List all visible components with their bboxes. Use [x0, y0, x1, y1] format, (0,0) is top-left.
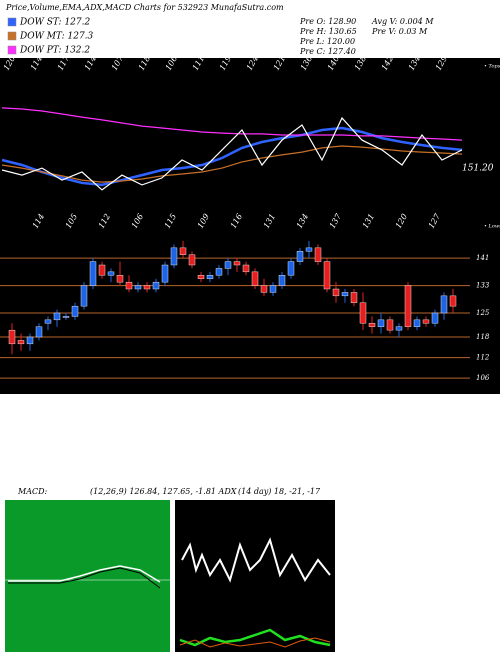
annotation: 151.20	[462, 164, 494, 174]
info: Avg V: 0.004 M	[371, 17, 434, 26]
legend-label: DOW PT: 132.2	[19, 46, 90, 56]
candle-body	[359, 302, 367, 324]
candle-body	[332, 288, 340, 297]
candle-body	[422, 319, 430, 324]
candle-body	[44, 319, 52, 324]
candle-body	[323, 261, 331, 290]
candle-body	[116, 275, 124, 283]
candle-body	[404, 285, 412, 327]
candle-body	[8, 329, 16, 345]
series-line	[1, 145, 463, 183]
candle-body	[287, 261, 295, 276]
candle-body	[80, 285, 88, 307]
price-panel	[0, 58, 500, 394]
candle-body	[395, 326, 403, 331]
candle-body	[260, 285, 268, 293]
y-tick-label: 141	[476, 254, 489, 262]
candle-body	[242, 264, 250, 273]
lows-label: • Lows	[484, 224, 500, 230]
legend-swatch	[7, 17, 17, 27]
candle-body	[35, 326, 43, 338]
candle-body	[368, 323, 376, 327]
candle-body	[215, 268, 223, 276]
legend-label: DOW MT: 127.3	[19, 32, 94, 42]
legend-swatch	[7, 45, 17, 55]
y-tick-label: 112	[476, 354, 490, 362]
macd-label: MACD:	[17, 487, 48, 496]
candle-body	[413, 319, 421, 327]
candle-body	[161, 264, 169, 283]
chart-title: Price,Volume,EMA,ADX,MACD Charts for 532…	[5, 3, 284, 12]
candle-body	[107, 271, 115, 276]
candle-body	[350, 292, 358, 303]
candle-body	[233, 261, 241, 266]
candle-body	[179, 247, 187, 255]
candle-body	[386, 319, 394, 331]
candle-body	[71, 305, 79, 317]
candle-body	[305, 247, 313, 252]
legend-label: DOW ST: 127.2	[19, 18, 90, 28]
info: Pre O: 128.90	[299, 17, 356, 26]
candle-body	[296, 251, 304, 262]
adx-minus	[179, 637, 331, 648]
macd-signal	[8, 567, 161, 589]
candle-body	[26, 336, 34, 345]
candle-body	[188, 254, 196, 266]
candle-body	[431, 312, 439, 324]
candle-body	[206, 275, 214, 279]
candle-body	[89, 261, 97, 286]
tops-label: • Tops	[484, 64, 500, 70]
series-line	[1, 107, 463, 141]
adx-panel	[175, 500, 335, 652]
macd-values: (12,26,9) 126.84, 127.65, -1.81 ADX	[90, 487, 237, 496]
candle-body	[377, 319, 385, 327]
candle-body	[53, 312, 61, 321]
candle-body	[341, 292, 349, 297]
y-tick-label: 118	[476, 333, 490, 341]
candle-body	[125, 281, 133, 290]
candle-body	[440, 295, 448, 314]
y-tick-label: 133	[476, 282, 490, 290]
candle-body	[224, 261, 232, 269]
macd-line	[8, 565, 161, 583]
candle-body	[134, 285, 142, 290]
adx-values: (14 day) 18, -21, -17	[238, 487, 321, 496]
adx-plus	[179, 628, 331, 647]
adx-line	[181, 537, 331, 583]
candle-body	[278, 275, 286, 286]
candle-body	[152, 281, 160, 290]
candle-body	[269, 285, 277, 293]
candle-body	[62, 316, 70, 318]
y-tick-label: 106	[476, 374, 490, 382]
series-line	[1, 126, 463, 187]
legend-swatch	[7, 31, 17, 41]
candle-body	[17, 340, 25, 345]
info: Pre L: 120.00	[299, 37, 355, 46]
candle-body	[197, 275, 205, 279]
candle-body	[98, 264, 106, 276]
candle-body	[314, 247, 322, 262]
info: Pre H: 130.65	[299, 27, 357, 36]
info: Pre V: 0.03 M	[371, 27, 428, 36]
candle-body	[251, 271, 259, 286]
series-line	[1, 116, 463, 191]
candle-body	[449, 295, 457, 307]
candle-body	[143, 285, 151, 290]
candle-body	[170, 247, 178, 266]
info: Pre C: 127.40	[299, 47, 356, 56]
y-tick-label: 125	[476, 309, 490, 317]
